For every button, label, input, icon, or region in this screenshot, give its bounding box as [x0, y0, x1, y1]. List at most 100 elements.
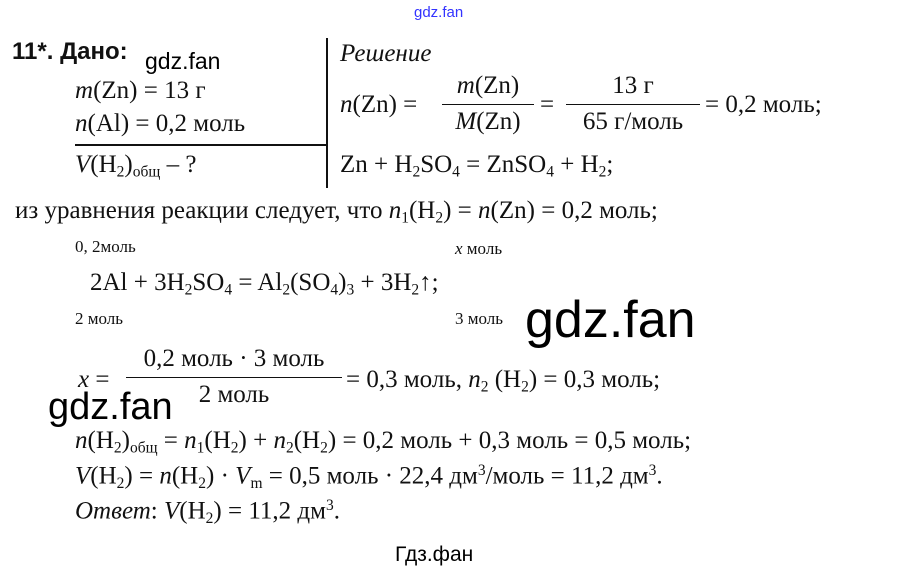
from-equation-line: из уравнения реакции следует, что n1(H2)… — [15, 198, 658, 226]
solution-label: Решение — [340, 40, 432, 67]
text-segment: 2 — [116, 475, 125, 493]
text-segment: 2 моль — [198, 381, 270, 408]
text-segment: m — [250, 475, 263, 493]
text-segment: 2 — [282, 281, 291, 299]
text-segment: – ? — [160, 151, 197, 178]
given-mass: m(Zn) = 13 г — [75, 78, 206, 103]
text-segment: = — [157, 427, 185, 454]
text-segment: ) — [338, 269, 347, 296]
text-segment: (H — [488, 366, 522, 393]
text-segment: 4 — [452, 163, 460, 181]
denominator: 65 г/моль — [566, 108, 700, 136]
text-segment: 2 — [184, 281, 193, 299]
text-segment: (SO — [290, 269, 331, 296]
text-segment: 2 — [598, 163, 607, 181]
text-segment: 2 — [320, 439, 328, 457]
text-segment: n — [184, 427, 197, 454]
total-amount-line: n(H2)общ = n1(H2) + n2(H2) = 0,2 моль + … — [75, 428, 691, 456]
text-segment: (H — [90, 151, 117, 178]
text-segment: n — [388, 197, 402, 224]
text-segment: Zn + H — [340, 151, 413, 178]
vertical-divider — [326, 38, 328, 188]
text-segment: 65 г/моль — [582, 108, 684, 135]
text-segment: (Al) = 0,2 моль — [87, 110, 246, 137]
text-segment: ) = — [443, 197, 479, 224]
text-segment: ↑; — [419, 269, 439, 296]
below-h2: 3 моль — [455, 310, 503, 327]
watermark-near-given: gdz.fan — [145, 48, 221, 74]
text-segment: (H — [87, 427, 114, 454]
text-segment: n — [75, 427, 88, 454]
nzn-fraction-1: m(Zn) M(Zn) — [442, 72, 534, 136]
problem-number-text: 11*. — [12, 38, 54, 65]
text-segment: n — [159, 462, 172, 490]
reaction-al: 2Al + 3H2SO4 = Al2(SO4)3 + 3H2↑; — [90, 270, 439, 298]
text-segment: 3 — [648, 462, 657, 479]
text-segment: n — [340, 91, 353, 118]
text-segment: 2 — [205, 510, 214, 528]
text-segment: SO — [420, 151, 453, 178]
fraction-bar — [442, 104, 534, 105]
text-segment: 1 — [401, 209, 409, 227]
text-segment: . — [333, 497, 340, 525]
x-result: = 0,3 моль, n2 (H2) = 0,3 моль; — [346, 367, 660, 395]
text-segment: n — [273, 427, 286, 454]
text-segment: + H — [553, 151, 599, 178]
text-segment: = 0,5 моль · 22,4 дм — [262, 462, 478, 490]
nzn-fraction-2: 13 г 65 г/моль — [566, 72, 700, 136]
watermark-top: gdz.fan — [414, 4, 464, 21]
text-segment: ) = 0,2 моль + 0,3 моль = 0,5 моль; — [327, 427, 692, 454]
reaction-zn: Zn + H2SO4 = ZnSO4 + H2; — [340, 152, 613, 180]
text-segment: (H — [90, 462, 117, 490]
text-segment: 2 — [412, 163, 421, 181]
text-segment: 2 моль — [75, 309, 124, 328]
x-fraction: 0,2 моль · 3 моль 2 моль — [126, 345, 342, 409]
text-segment: V — [235, 462, 251, 490]
text-segment: ) · — [206, 462, 236, 490]
numerator: m(Zn) — [442, 72, 534, 100]
text-segment: SO — [192, 269, 225, 296]
numerator: 13 г — [566, 72, 700, 100]
text-segment: общ — [129, 439, 158, 457]
below-al: 2 моль — [75, 310, 123, 327]
text-segment: x — [78, 366, 90, 393]
text-segment: = ZnSO — [459, 151, 547, 178]
given-divider — [75, 144, 327, 146]
text-segment: ; — [606, 151, 614, 178]
given-amount: n(Al) = 0,2 моль — [75, 111, 245, 136]
problem-number: 11*. Дано: — [12, 40, 128, 64]
text-segment: моль — [462, 239, 503, 258]
text-segment: 2 — [285, 439, 294, 457]
text-segment: 2 — [113, 439, 122, 457]
text-segment: (Zn) = 0,2 моль; — [490, 197, 658, 224]
text-segment: (Zn) = 13 г — [93, 77, 206, 104]
text-segment: x — [455, 239, 463, 258]
fraction-bar — [126, 377, 342, 378]
text-segment: 3 — [346, 281, 355, 299]
watermark-bottom: Гдз.фан — [395, 543, 474, 566]
text-segment: 2Al + 3H — [90, 269, 185, 296]
text-segment: 0,2 моль · 3 моль — [143, 345, 325, 372]
text-segment: 2 — [521, 378, 529, 396]
text-segment: 3 — [325, 497, 334, 514]
numerator: 0,2 моль · 3 моль — [126, 345, 342, 373]
text-segment: 13 г — [612, 72, 654, 99]
volume-line: V(H2) = n(H2) · Vm = 0,5 моль · 22,4 дм3… — [75, 463, 663, 492]
text-segment: 2 — [411, 281, 420, 299]
text-segment: 2 — [480, 378, 489, 396]
text-segment: 4 — [546, 163, 554, 181]
nzn-result: = 0,2 моль; — [705, 91, 822, 118]
nzn-lhs: n(Zn) = — [340, 92, 417, 117]
text-segment: m — [456, 72, 475, 99]
text-segment: 3 моль — [455, 309, 504, 328]
text-segment: (Zn) — [474, 72, 520, 99]
text-segment: ) = — [124, 462, 160, 490]
text-segment: (H — [293, 427, 321, 454]
given-label: Дано: — [60, 38, 128, 65]
text-segment: Ответ — [75, 497, 151, 525]
watermark-middle: gdz.fan — [525, 291, 696, 349]
text-segment: n — [468, 366, 481, 393]
text-segment: = 0,3 моль, — [346, 366, 469, 393]
text-segment: (H — [204, 427, 231, 454]
